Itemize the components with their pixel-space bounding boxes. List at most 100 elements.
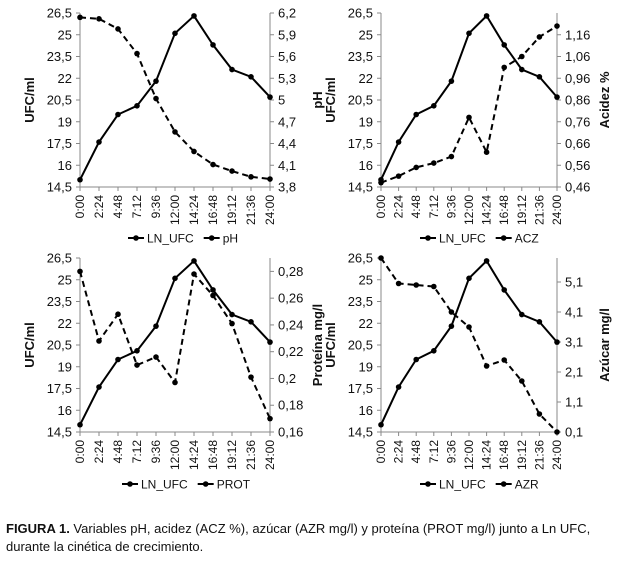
data-point-acz (536, 34, 543, 40)
right-tick-label: 0,24 (278, 317, 303, 332)
caption-label: FIGURA 1. (6, 521, 70, 536)
legend-marker-ph (208, 235, 215, 241)
left-tick-label: 17,5 (47, 381, 72, 396)
legend-label-ln-ufc: LN_UFC (439, 232, 486, 246)
chart-ph: 14,5 16 17,5 19 20,5 22 23,5 25 26,5 3,8 4,1 4,4 4,7… (22, 6, 325, 246)
right-tick-label: 0,28 (278, 264, 303, 279)
data-point-ln-ufc (210, 287, 216, 293)
left-tick-label: 22 (58, 316, 72, 331)
left-tick-label: 23,5 (348, 294, 373, 309)
data-point-prot (172, 379, 178, 386)
x-tick-label: 0:00 (374, 440, 388, 464)
x-tick-label: 2:24 (392, 195, 406, 219)
data-point-azr (448, 309, 455, 315)
x-tick-label: 14:24 (480, 195, 494, 225)
left-tick-label: 25 (58, 27, 72, 42)
series-line-azr (380, 257, 558, 433)
right-tick-label: 0,96 (565, 71, 590, 86)
x-tick-label: 16:48 (206, 440, 220, 470)
data-point-acz (378, 179, 384, 186)
x-tick-label: 14:24 (187, 440, 201, 470)
x-tick-label: 7:12 (427, 440, 441, 464)
right-tick-label: 1,06 (565, 49, 590, 64)
data-point-ln-ufc (431, 348, 437, 354)
right-tick-label: 0,1 (565, 425, 583, 440)
data-point-azr (536, 411, 543, 417)
data-point-acz (501, 64, 508, 71)
left-tick-label: 19 (58, 359, 72, 374)
data-point-azr (413, 282, 420, 288)
x-tick-label: 24:00 (263, 440, 277, 470)
legend-label-ln-ufc: LN_UFC (141, 478, 188, 492)
left-tick-label: 22 (359, 71, 373, 86)
left-tick-label: 14,5 (348, 180, 373, 195)
data-point-ln-ufc (134, 348, 140, 354)
right-tick-label: 6,2 (278, 6, 296, 21)
data-point-prot (229, 320, 235, 327)
data-point-ln-ufc (448, 78, 455, 84)
x-tick-label: 14:24 (480, 440, 494, 470)
x-tick-label: 24:00 (263, 195, 277, 225)
x-tick-label: 9:36 (149, 440, 163, 464)
x-tick-label: 4:48 (111, 195, 125, 219)
caption-text: Variables pH, acidez (ACZ %), azúcar (AZ… (6, 521, 591, 554)
x-tick-label: 7:12 (427, 195, 441, 219)
x-tick-label: 0:00 (73, 440, 87, 464)
left-tick-label: 20,5 (47, 93, 72, 108)
left-tick-label: 23,5 (348, 49, 373, 64)
x-tick-label: 2:24 (92, 195, 106, 219)
data-point-ln-ufc (115, 111, 121, 118)
right-tick-label: 3,8 (278, 180, 296, 195)
data-point-ln-ufc (267, 94, 273, 100)
x-tick-label: 24:00 (550, 195, 564, 225)
data-point-azr (519, 378, 525, 384)
left-tick-label: 20,5 (348, 93, 373, 108)
legend-marker-acz (500, 235, 507, 241)
data-point-ph (210, 161, 216, 168)
data-point-ln-ufc (134, 103, 140, 109)
data-point-ln-ufc (395, 384, 402, 390)
legend-label-azr: AZR (515, 478, 539, 492)
data-point-acz (483, 149, 490, 155)
legend-marker-azr (500, 481, 507, 487)
series-line-acz (380, 25, 558, 184)
left-tick-label: 23,5 (47, 294, 72, 309)
left-tick-label: 22 (58, 71, 72, 86)
right-tick-label: 5,9 (278, 27, 296, 42)
data-point-acz (431, 160, 437, 166)
data-point-ln-ufc (519, 311, 525, 318)
data-point-prot (77, 268, 83, 275)
legend-marker-prot (202, 481, 209, 487)
x-tick-label: 16:48 (497, 440, 511, 470)
data-point-ln-ufc (153, 78, 159, 84)
data-point-ln-ufc (536, 74, 543, 80)
data-point-ph (172, 129, 178, 135)
series-line-ph (79, 16, 271, 180)
data-point-ln-ufc (483, 258, 490, 264)
right-tick-label: 0,18 (278, 398, 303, 413)
data-point-ln-ufc (448, 323, 455, 329)
data-point-ln-ufc (431, 103, 437, 109)
legend-label-ln-ufc: LN_UFC (147, 232, 194, 246)
legend-label-prot: PROT (217, 478, 251, 492)
x-tick-label: 12:00 (168, 440, 182, 470)
data-point-ph (153, 95, 159, 102)
left-tick-label: 19 (359, 114, 373, 129)
x-tick-label: 9:36 (444, 195, 458, 219)
right-tick-label: 0,2 (278, 371, 296, 386)
data-point-prot (248, 374, 254, 380)
y-axis-title: UFC/ml (22, 322, 37, 368)
data-point-prot (267, 415, 273, 422)
x-tick-label: 4:48 (409, 440, 423, 464)
data-point-ln-ufc (77, 421, 83, 428)
right-tick-label: 4,1 (278, 158, 296, 173)
left-tick-label: 25 (359, 27, 373, 42)
x-tick-label: 7:12 (130, 440, 144, 464)
data-point-acz (519, 53, 525, 60)
x-tick-label: 9:36 (444, 440, 458, 464)
data-point-ln-ufc (554, 339, 560, 345)
data-point-ph (134, 50, 140, 57)
data-point-ln-ufc (248, 74, 254, 80)
data-point-ln-ufc (413, 111, 420, 118)
y2-axis-title: pH (310, 91, 325, 108)
